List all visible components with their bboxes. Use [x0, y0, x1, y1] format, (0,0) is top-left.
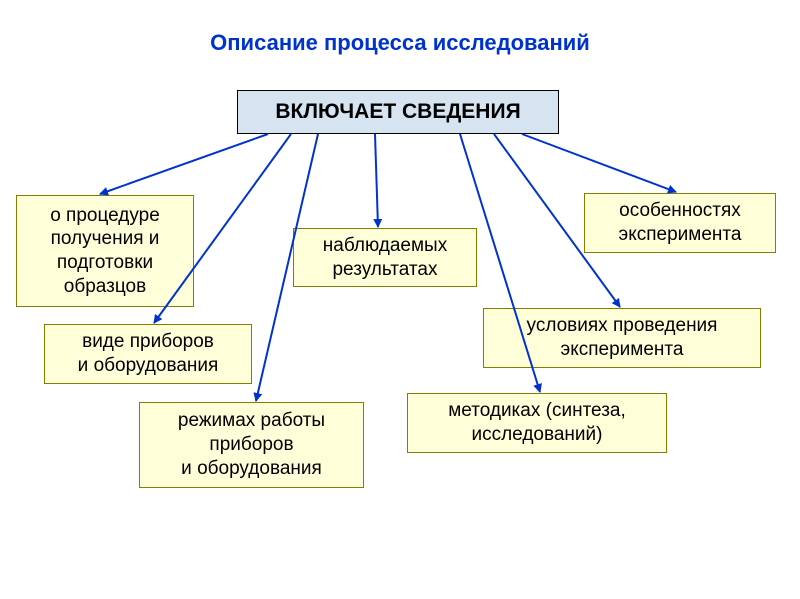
- node-features: особенностяхэксперимента: [584, 193, 776, 253]
- node-label: особенностяхэксперимента: [619, 199, 742, 247]
- node-label: наблюдаемыхрезультатах: [323, 234, 447, 282]
- node-label: режимах работыприборови оборудования: [178, 409, 325, 480]
- node-observed: наблюдаемыхрезультатах: [293, 228, 477, 287]
- node-label: виде приборови оборудования: [78, 330, 219, 378]
- node-label: методиках (синтеза,исследований): [448, 399, 626, 447]
- node-conditions: условиях проведенияэксперимента: [483, 308, 761, 368]
- node-methods: методиках (синтеза,исследований): [407, 393, 667, 453]
- root-box: ВКЛЮЧАЕТ СВЕДЕНИЯ: [237, 90, 559, 134]
- node-modes: режимах работыприборови оборудования: [139, 402, 364, 488]
- root-label: ВКЛЮЧАЕТ СВЕДЕНИЯ: [275, 99, 520, 125]
- node-label: условиях проведенияэксперимента: [527, 314, 718, 362]
- node-label: о процедуреполучения иподготовкиобразцов: [50, 204, 160, 299]
- node-procedure: о процедуреполучения иподготовкиобразцов: [16, 195, 194, 307]
- diagram-title: Описание процесса исследований: [0, 30, 800, 56]
- node-instruments: виде приборови оборудования: [44, 324, 252, 384]
